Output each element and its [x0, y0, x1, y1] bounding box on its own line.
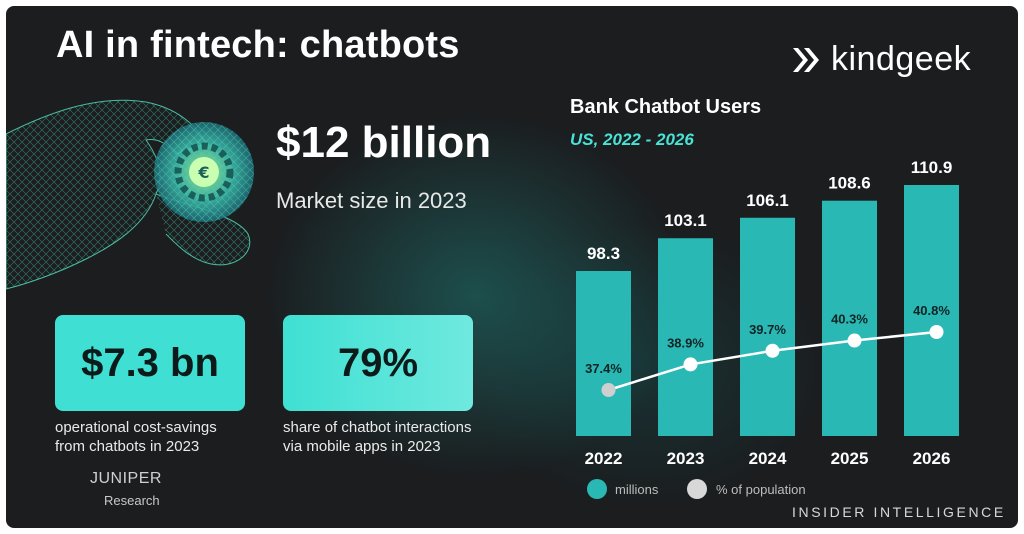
population-point	[601, 383, 616, 397]
infographic-canvas: € AI in fintech: chatbots kindgeek $12 b…	[6, 6, 1018, 528]
juniper-research-text: Research	[104, 493, 160, 508]
bar-2024	[740, 217, 795, 436]
mobile-share-value: 79%	[337, 340, 419, 385]
bar-2025	[822, 200, 877, 436]
cost-savings-caption-line1: operational cost-savings	[55, 419, 217, 436]
population-label: 37.4%	[585, 361, 622, 376]
population-point	[929, 325, 944, 339]
x-tick-label: 2025	[831, 449, 869, 468]
x-tick-label: 2026	[913, 449, 951, 468]
legend-millions-label: millions	[615, 482, 659, 497]
population-label: 40.3%	[831, 312, 868, 327]
cost-savings-box: $7.3 bn	[55, 315, 245, 411]
legend-population-swatch	[687, 479, 707, 499]
bar-2026	[904, 185, 959, 436]
chart-subtitle: US, 2022 - 2026	[570, 130, 694, 149]
population-point	[847, 333, 862, 348]
svg-text:€: €	[197, 163, 209, 182]
chart-title: Bank Chatbot Users	[570, 96, 762, 118]
market-size-caption: Market size in 2023	[276, 188, 467, 213]
population-label: 39.7%	[749, 322, 786, 337]
cost-savings-caption-line2: from chatbots in 2023	[55, 438, 200, 455]
cost-savings-value: $7.3 bn	[81, 340, 219, 385]
population-point	[683, 357, 698, 372]
mobile-share-box: 79%	[283, 315, 473, 411]
legend-population-label: % of population	[716, 482, 806, 497]
bar-2022	[576, 271, 631, 436]
page-title: AI in fintech: chatbots	[56, 24, 460, 66]
mobile-share-caption: share of chatbot interactions via mobile…	[283, 418, 471, 456]
population-label: 40.8%	[913, 303, 950, 318]
kindgeek-chevron-icon	[793, 47, 819, 72]
mobile-share-caption-line1: share of chatbot interactions	[283, 419, 472, 436]
bar-value-label: 106.1	[746, 191, 789, 210]
mobile-share-caption-line2: via mobile apps in 2023	[283, 438, 441, 455]
x-tick-label: 2024	[749, 449, 787, 468]
bar-value-label: 98.3	[587, 244, 620, 263]
x-tick-label: 2023	[667, 449, 705, 468]
market-size-value: $12 billion	[276, 118, 492, 167]
bar-value-label: 103.1	[664, 211, 707, 230]
bar-2023	[658, 238, 713, 436]
source-credit: INSIDER INTELLIGENCE	[792, 504, 1006, 520]
brand-logo: kindgeek	[791, 40, 971, 79]
bar-value-label: 110.9	[911, 158, 953, 177]
population-point	[765, 343, 780, 358]
cost-savings-caption: operational cost-savings from chatbots i…	[55, 418, 217, 456]
legend-millions-swatch	[587, 479, 607, 499]
hand-coin-illustration: €	[6, 99, 254, 290]
juniper-logo-text: JUNIPER	[90, 470, 162, 487]
population-label: 38.9%	[667, 335, 704, 350]
brand-name: kindgeek	[831, 40, 972, 78]
bank-chatbot-users-chart: 98.3 2022 103.1 2023 106.1 2024 108.6 2025 110.9…	[576, 158, 959, 499]
bar-value-label: 108.6	[828, 174, 871, 193]
x-tick-label: 2022	[585, 449, 623, 468]
